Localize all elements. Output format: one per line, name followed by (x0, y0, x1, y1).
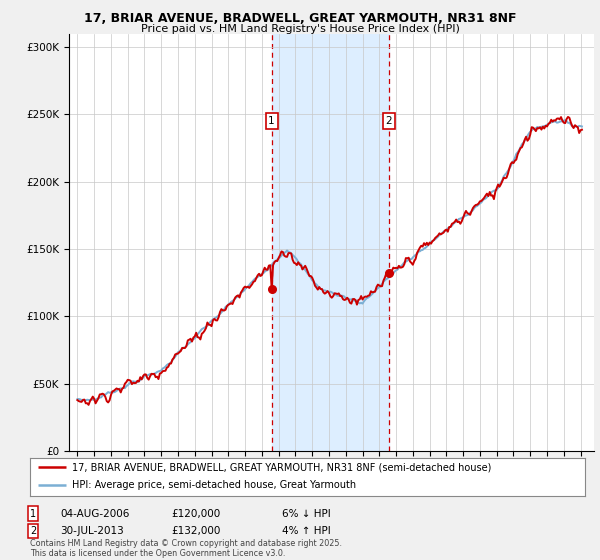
Text: 17, BRIAR AVENUE, BRADWELL, GREAT YARMOUTH, NR31 8NF (semi-detached house): 17, BRIAR AVENUE, BRADWELL, GREAT YARMOU… (71, 462, 491, 472)
Text: 2: 2 (386, 116, 392, 126)
Text: Contains HM Land Registry data © Crown copyright and database right 2025.
This d: Contains HM Land Registry data © Crown c… (30, 539, 342, 558)
Bar (272, 34, 389, 451)
Text: 4% ↑ HPI: 4% ↑ HPI (282, 526, 331, 536)
Text: 1: 1 (268, 116, 275, 126)
Text: 17, BRIAR AVENUE, BRADWELL, GREAT YARMOUTH, NR31 8NF: 17, BRIAR AVENUE, BRADWELL, GREAT YARMOU… (84, 12, 516, 25)
Text: 04-AUG-2006: 04-AUG-2006 (60, 508, 130, 519)
Text: 6% ↓ HPI: 6% ↓ HPI (282, 508, 331, 519)
Text: 1: 1 (30, 508, 36, 519)
Text: 30-JUL-2013: 30-JUL-2013 (60, 526, 124, 536)
Text: HPI: Average price, semi-detached house, Great Yarmouth: HPI: Average price, semi-detached house,… (71, 480, 356, 490)
Text: Price paid vs. HM Land Registry's House Price Index (HPI): Price paid vs. HM Land Registry's House … (140, 24, 460, 34)
Text: £132,000: £132,000 (171, 526, 220, 536)
Text: 2: 2 (30, 526, 36, 536)
Text: £120,000: £120,000 (171, 508, 220, 519)
